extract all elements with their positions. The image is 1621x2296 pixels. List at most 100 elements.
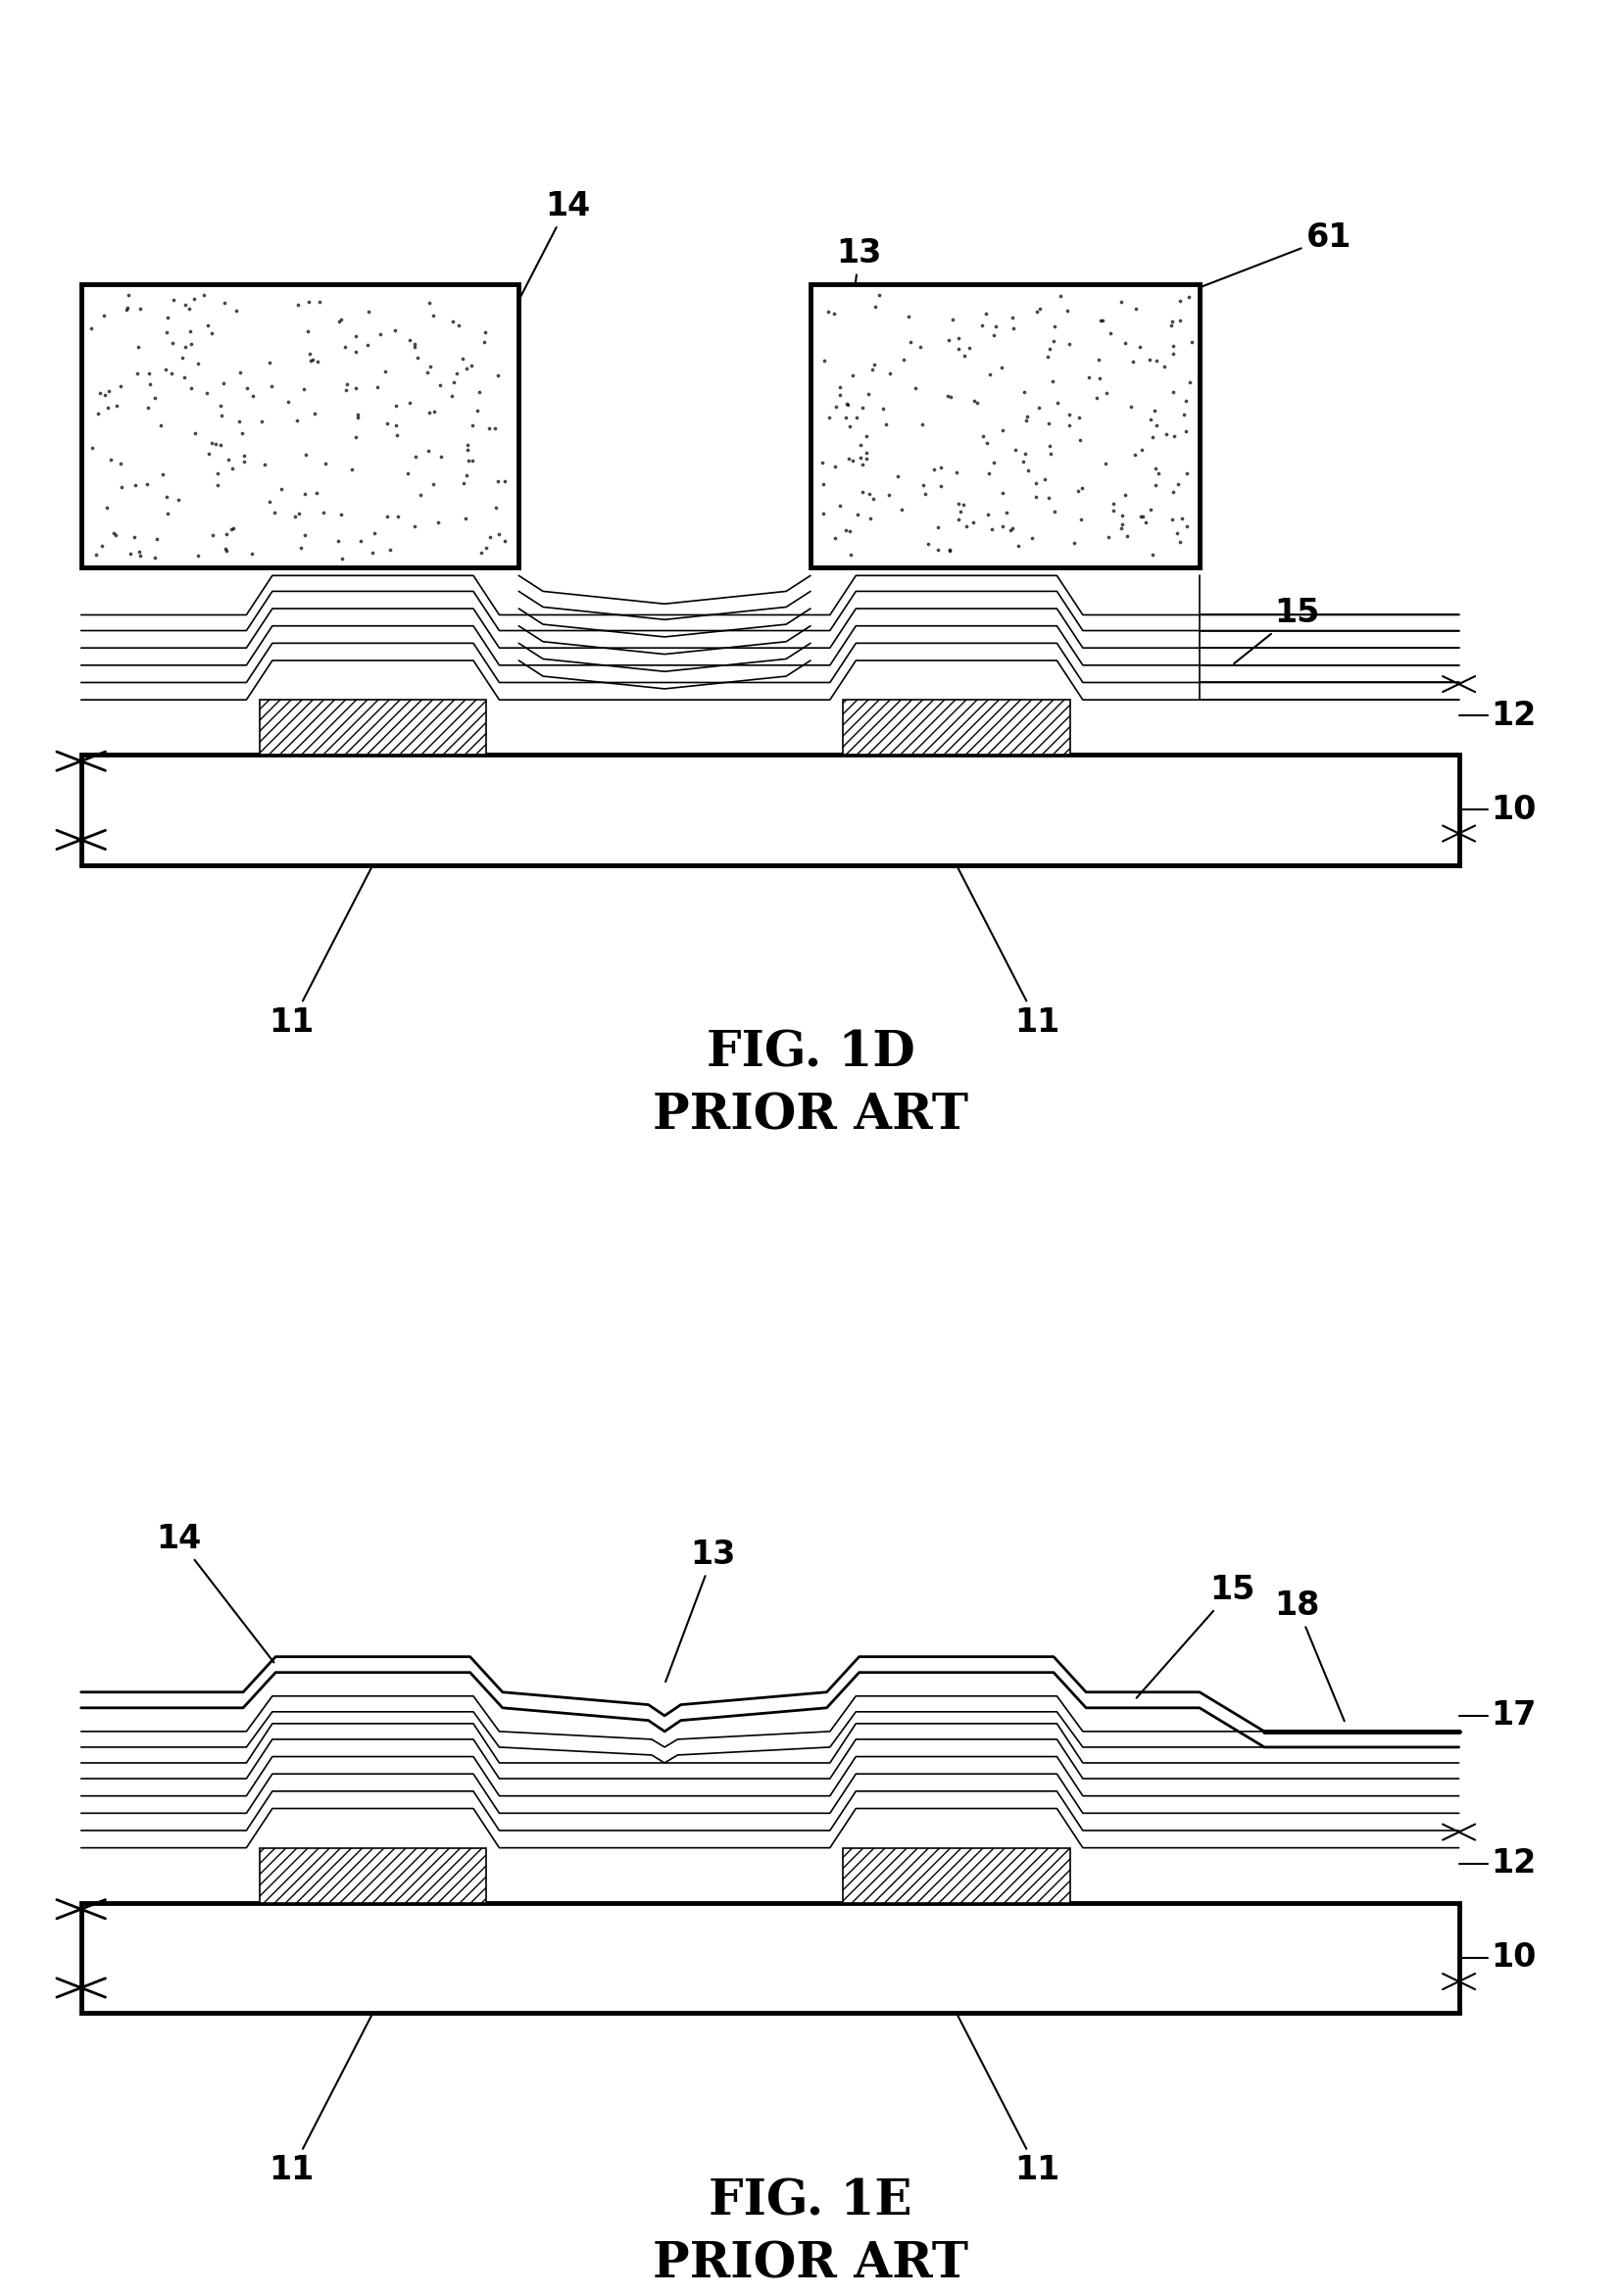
Point (981, 445, 1007, 482)
Point (191, 278, 217, 315)
Text: 10: 10 (1491, 1942, 1537, 1975)
Point (836, 441, 862, 478)
Point (107, 367, 133, 404)
Point (456, 443, 481, 480)
Point (836, 409, 862, 445)
Point (1026, 388, 1052, 425)
Point (451, 340, 477, 377)
Point (125, 328, 151, 365)
Point (827, 487, 853, 523)
Point (1170, 397, 1196, 434)
Point (1031, 461, 1057, 498)
Point (937, 533, 963, 569)
Point (817, 400, 843, 436)
Point (355, 326, 381, 363)
Point (332, 328, 358, 365)
Point (971, 418, 997, 455)
Point (908, 328, 934, 365)
Point (185, 344, 211, 381)
Text: 15: 15 (1136, 1573, 1255, 1699)
Point (1167, 301, 1193, 338)
Point (1118, 388, 1144, 425)
Point (989, 349, 1015, 386)
Point (1157, 308, 1183, 344)
Point (459, 347, 485, 383)
Point (1128, 432, 1154, 468)
Point (861, 480, 887, 517)
Point (472, 324, 498, 360)
Point (104, 388, 130, 425)
Point (820, 294, 846, 331)
Point (827, 370, 853, 406)
Point (1164, 514, 1190, 551)
Text: 18: 18 (1274, 1589, 1344, 1722)
Point (204, 466, 230, 503)
Point (853, 418, 879, 455)
Point (297, 342, 323, 379)
Point (898, 324, 924, 360)
Point (182, 416, 207, 452)
Point (383, 388, 408, 425)
Point (1002, 432, 1028, 468)
Point (1076, 358, 1102, 395)
Point (212, 530, 238, 567)
Point (126, 537, 152, 574)
Bar (81, 755, 1459, 866)
Point (935, 321, 961, 358)
Point (295, 312, 321, 349)
Point (209, 397, 235, 434)
Point (1143, 342, 1169, 379)
Point (1015, 452, 1041, 489)
Point (477, 409, 503, 445)
Point (870, 390, 896, 427)
Point (454, 427, 480, 464)
Point (297, 335, 323, 372)
Point (1055, 292, 1081, 328)
Point (1012, 436, 1037, 473)
Point (947, 331, 973, 367)
Point (78, 310, 104, 347)
Point (477, 519, 503, 556)
Point (417, 349, 443, 386)
Point (892, 342, 917, 379)
Point (84, 395, 110, 432)
Point (1094, 374, 1120, 411)
Point (1161, 335, 1187, 372)
Point (109, 468, 135, 505)
Point (306, 285, 332, 321)
Point (402, 328, 428, 365)
Point (178, 326, 204, 363)
Point (214, 533, 240, 569)
Point (815, 294, 841, 331)
Text: FIG. 1E: FIG. 1E (708, 2177, 913, 2225)
Point (344, 400, 370, 436)
Point (947, 319, 973, 356)
Point (230, 443, 256, 480)
Point (290, 372, 316, 409)
Point (148, 406, 173, 443)
Point (843, 400, 869, 436)
Point (1128, 498, 1154, 535)
Text: 11: 11 (958, 868, 1060, 1038)
Point (1047, 278, 1073, 315)
Point (964, 386, 990, 422)
Point (862, 289, 888, 326)
Point (172, 328, 198, 365)
Point (1028, 292, 1054, 328)
Point (858, 501, 883, 537)
Point (1151, 349, 1177, 386)
Point (956, 328, 982, 365)
Point (261, 494, 287, 530)
Point (101, 514, 126, 551)
Point (952, 487, 977, 523)
Point (833, 400, 859, 436)
Point (178, 370, 204, 406)
Point (459, 406, 485, 443)
Point (310, 494, 336, 530)
Point (293, 436, 319, 473)
Text: PRIOR ART: PRIOR ART (653, 1093, 968, 1141)
Point (982, 308, 1008, 344)
Point (1169, 501, 1195, 537)
Bar (81, 1903, 1459, 2014)
Point (342, 370, 368, 406)
